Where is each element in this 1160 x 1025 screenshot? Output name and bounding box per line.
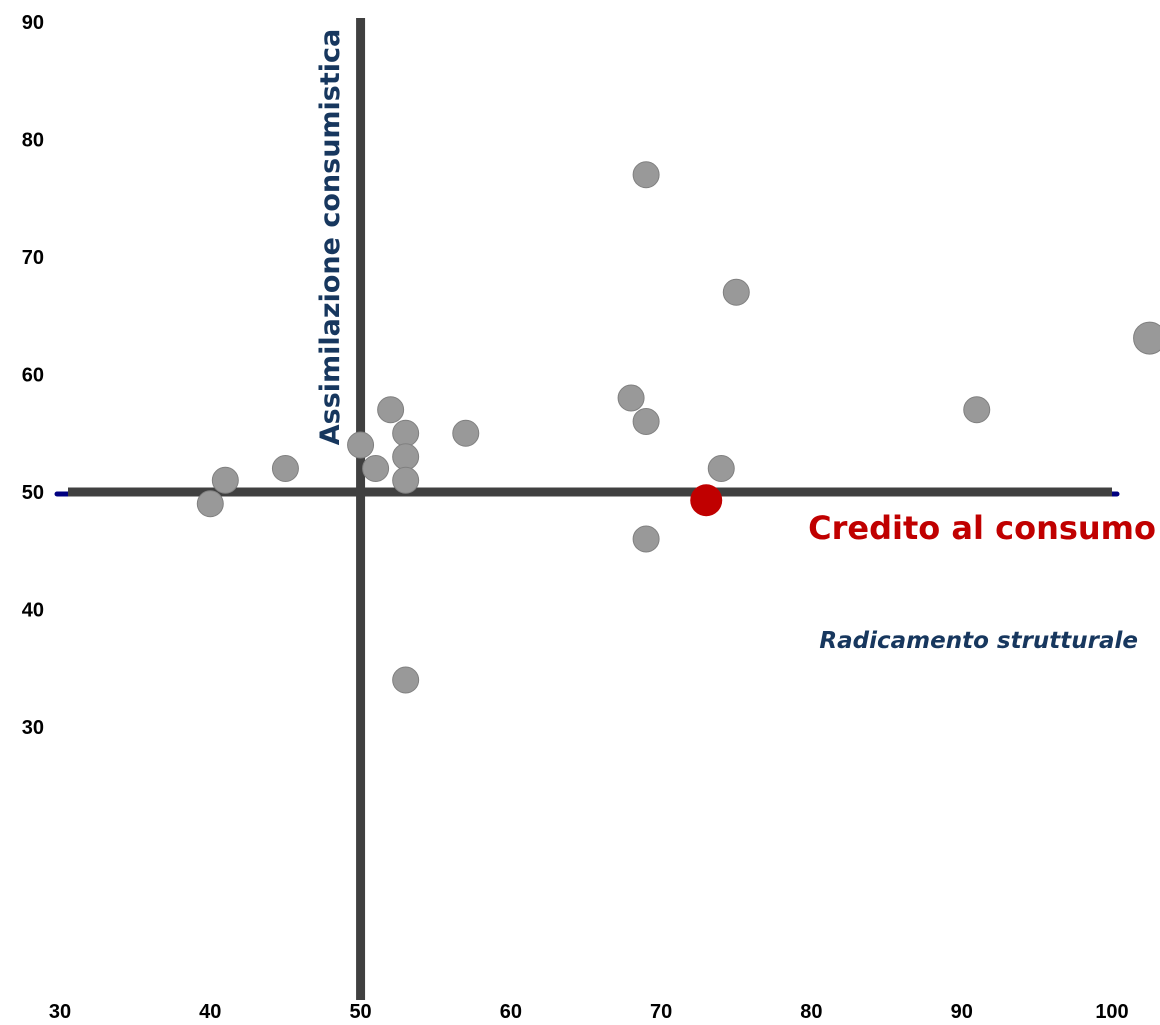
- data-point: [211, 466, 239, 494]
- x-tick-label: 60: [500, 1001, 522, 1023]
- data-point: [617, 384, 645, 412]
- data-point: [632, 161, 660, 189]
- highlight-point-label: Credito al consumo: [808, 509, 1156, 547]
- x-tick-label: 70: [650, 1001, 672, 1023]
- x-tick-label: 40: [199, 1001, 221, 1023]
- data-point: [452, 419, 480, 447]
- data-point: [963, 396, 991, 424]
- highlight-data-point: [690, 484, 723, 517]
- data-point: [196, 490, 224, 518]
- data-point: [392, 419, 420, 447]
- x-tick-label: 50: [349, 1001, 371, 1023]
- data-point: [632, 408, 660, 435]
- y-tick-label: 50: [22, 482, 44, 504]
- reference-lines: [54, 18, 1120, 1000]
- x-tick-label: 80: [800, 1001, 822, 1023]
- data-point: [362, 455, 390, 482]
- x-tick-labels: 30 40 50 60 70 80 90 100: [49, 1001, 1129, 1023]
- y-tick-label: 70: [22, 247, 44, 269]
- y-tick-labels: 30 40 50 60 70 80 90: [22, 12, 44, 739]
- data-point: [271, 455, 299, 482]
- data-point: [392, 443, 420, 471]
- y-tick-label: 60: [22, 365, 44, 387]
- data-points: [196, 161, 1160, 694]
- y-axis-title: Assimilazione consumistica: [315, 29, 346, 446]
- y-tick-label: 80: [22, 130, 44, 152]
- x-tick-label: 90: [951, 1001, 973, 1023]
- data-point: [392, 666, 420, 694]
- x-tick-label: 100: [1095, 1001, 1128, 1023]
- data-point: [722, 278, 750, 306]
- y-tick-label: 40: [22, 600, 44, 622]
- data-point: [707, 455, 735, 482]
- data-point: [377, 396, 405, 424]
- y-tick-label: 30: [22, 717, 44, 739]
- data-point: [392, 466, 420, 494]
- data-point: [632, 525, 660, 553]
- data-point: [1133, 321, 1160, 355]
- data-point: [347, 431, 375, 459]
- y-tick-label: 90: [22, 12, 44, 34]
- x-tick-label: 30: [49, 1001, 71, 1023]
- x-axis-title: Radicamento strutturale: [819, 628, 1138, 654]
